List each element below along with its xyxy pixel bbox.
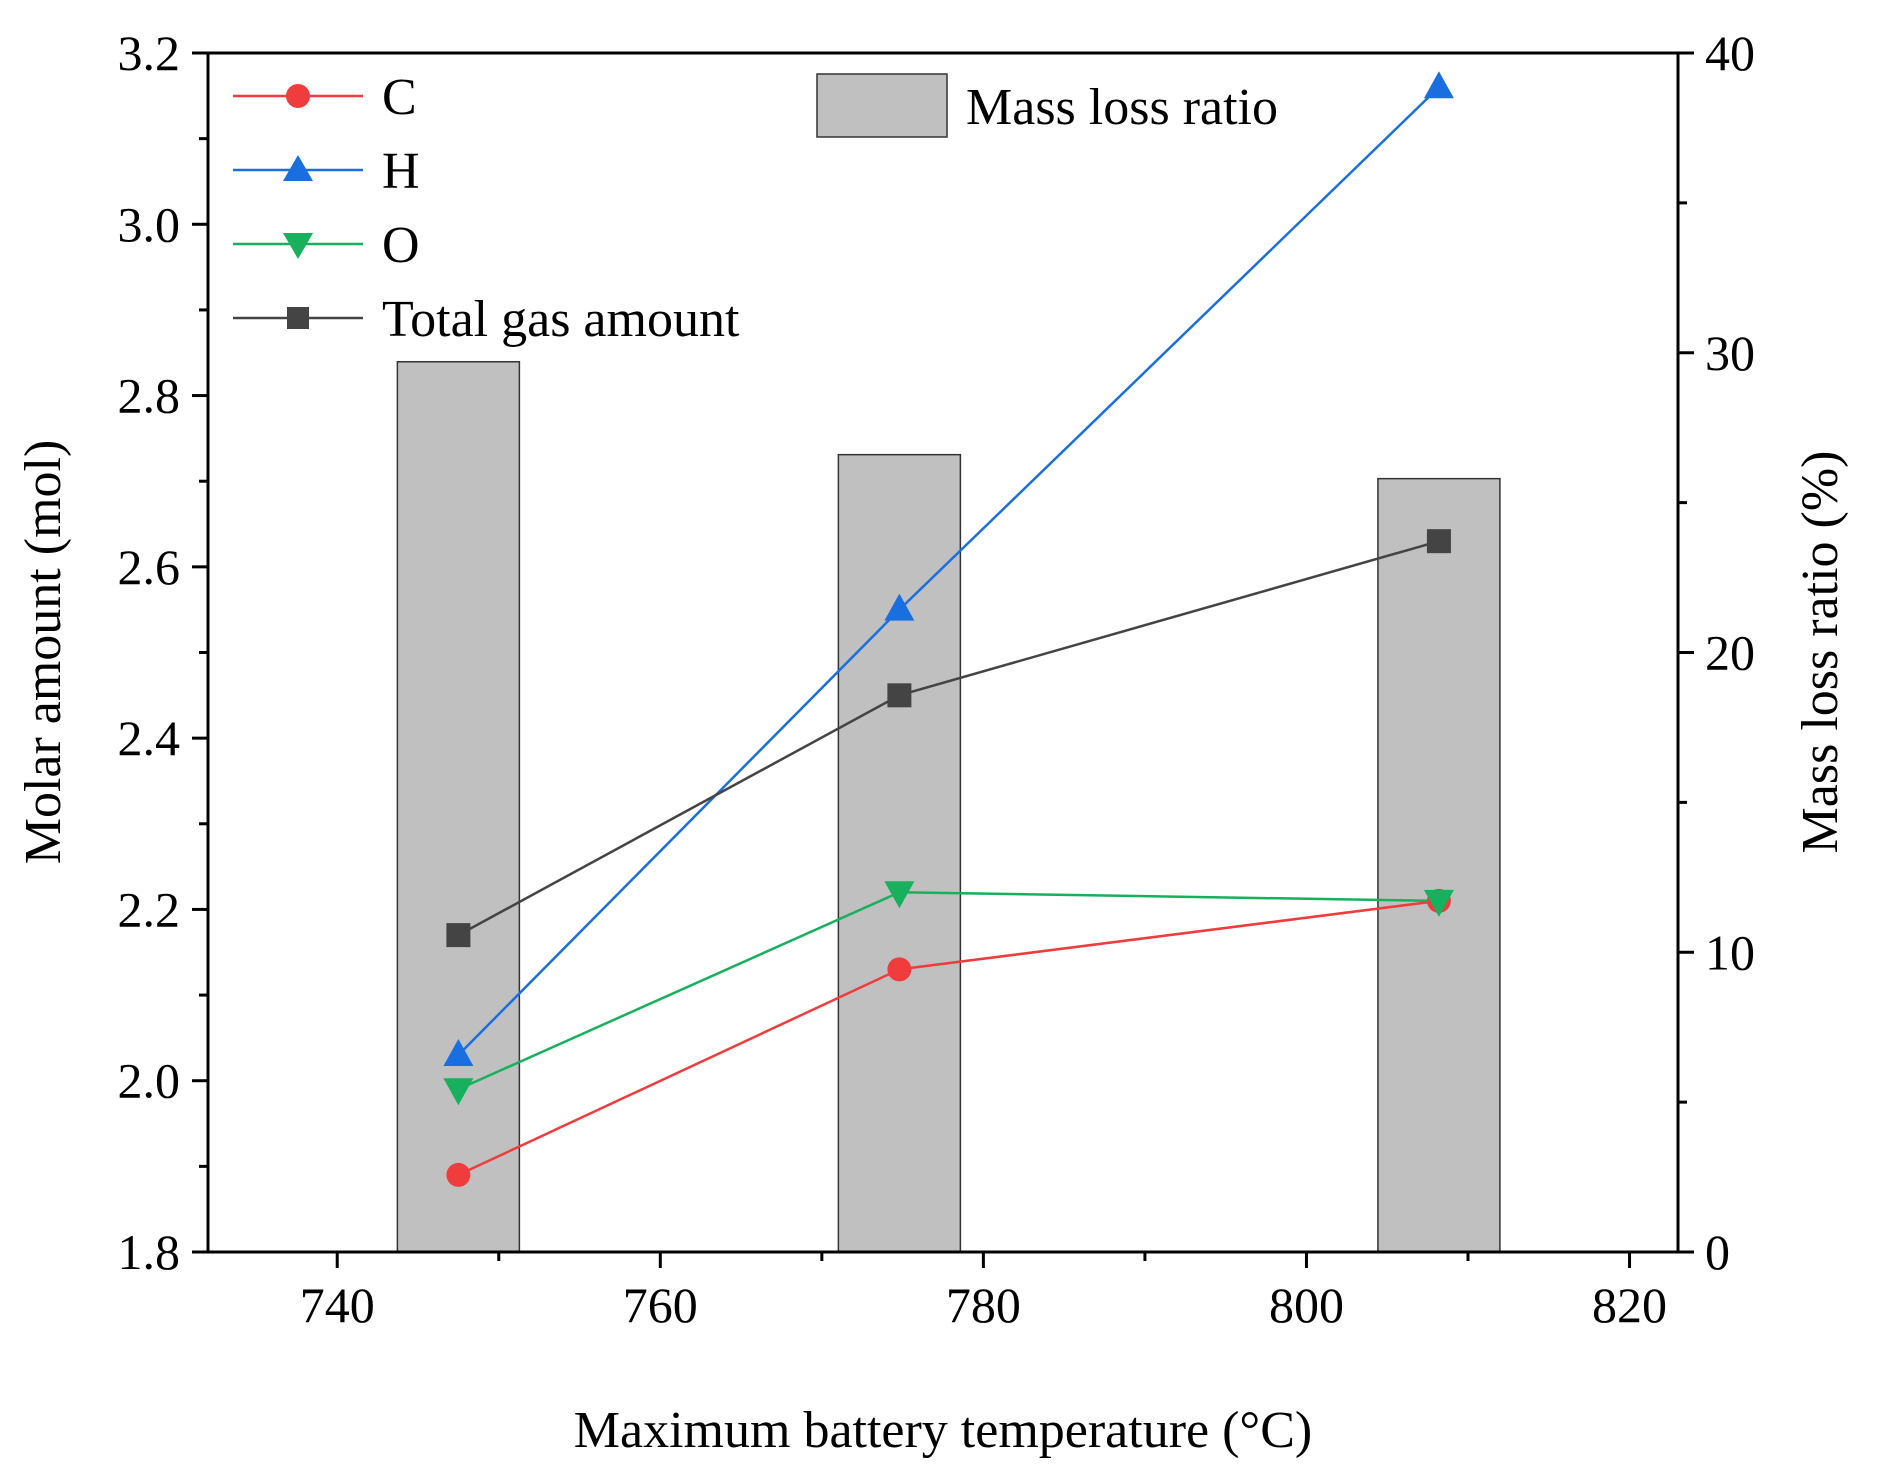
x-tick-label-1: 760 [623, 1277, 698, 1333]
y-right-tick-label-0: 0 [1705, 1224, 1730, 1280]
bar-mass-loss-1 [837, 453, 962, 1253]
legend-entry-o: O [233, 217, 420, 274]
bar-mass-loss-0 [396, 360, 521, 1253]
point-total-gas-amount-1 [887, 683, 912, 708]
point-o-2 [1423, 889, 1454, 917]
point-total-gas-amount-0 [446, 923, 471, 948]
y-right-tick-label-1: 10 [1705, 924, 1755, 980]
y-left-tick-label-6: 3.0 [118, 196, 181, 252]
point-o-0 [443, 1078, 474, 1106]
legend-square-icon [287, 307, 309, 329]
point-c-0 [446, 1162, 471, 1187]
y-axis-left-title: Molar amount (mol) [15, 440, 72, 865]
point-h-2 [1423, 71, 1454, 99]
y-left-tick-label-7: 3.2 [118, 25, 181, 81]
legend-label-c: C [382, 69, 417, 126]
x-tick-label-0: 740 [300, 1277, 375, 1333]
legend-triangle-up-icon [283, 155, 313, 181]
x-tick-label-4: 820 [1592, 1277, 1667, 1333]
bar-mass-loss-2 [1377, 477, 1501, 1253]
legend-triangle-down-icon [283, 233, 313, 259]
y-left-tick-label-3: 2.4 [118, 710, 181, 766]
x-axis-title: Maximum battery temperature (°C) [574, 1402, 1312, 1459]
legend-entry-h: H [233, 143, 420, 200]
legend-label-mass-loss: Mass loss ratio [966, 79, 1278, 136]
y-axis-right-title: Mass loss ratio (%) [1792, 451, 1849, 854]
y-left-tick-label-4: 2.6 [118, 539, 181, 595]
point-h-0 [443, 1039, 474, 1067]
point-o-1 [884, 881, 915, 909]
legend-label-total: Total gas amount [382, 291, 740, 348]
point-c-1 [887, 957, 912, 982]
y-right-tick-label-2: 20 [1705, 625, 1755, 681]
legend-bars: Mass loss ratio [816, 73, 1278, 138]
y-left-tick-label-2: 2.2 [118, 881, 181, 937]
y-left-tick-label-5: 2.8 [118, 368, 181, 424]
x-tick-label-3: 800 [1269, 1277, 1344, 1333]
y-right-tick-label-3: 30 [1705, 325, 1755, 381]
legend-entry-total: Total gas amount [233, 291, 740, 348]
x-tick-label-2: 780 [946, 1277, 1021, 1333]
legend-entry-c: C [233, 69, 417, 126]
legend-circle-icon [286, 84, 310, 108]
y-right-tick-label-4: 40 [1705, 25, 1755, 81]
y-left-tick-label-1: 2.0 [118, 1053, 181, 1109]
legend-bar-swatch [816, 73, 948, 138]
legend-label-o: O [382, 217, 420, 274]
y-left-tick-label-0: 1.8 [118, 1224, 181, 1280]
legend-lines: C H O Total gas amount [233, 69, 740, 348]
point-total-gas-amount-2 [1426, 529, 1451, 554]
legend-label-h: H [382, 143, 420, 200]
point-h-1 [884, 593, 915, 621]
